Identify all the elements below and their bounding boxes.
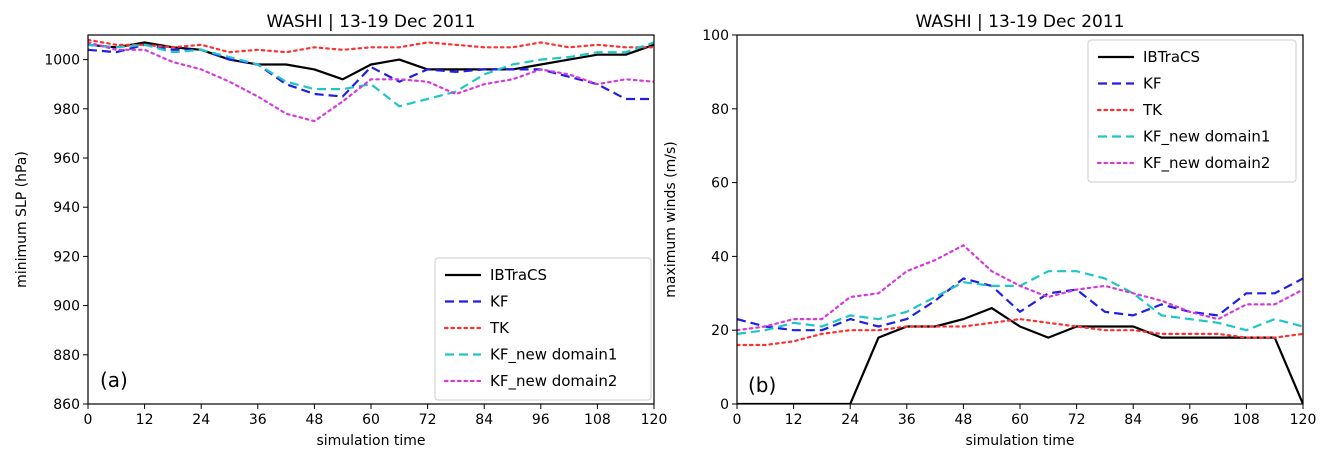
legend-item: KF_new domain1 [445,346,617,365]
y-tick-label: 80 [711,102,729,118]
series-line-tk [88,38,654,54]
y-tick-label: 980 [53,102,80,118]
chart-title: WASHI | 13-19 Dec 2011 [916,12,1125,32]
legend-item: KF_new domain2 [443,372,617,391]
x-tick-label: 24 [841,412,859,428]
y-tick-label: 960 [53,151,80,167]
y-tick-label: 100 [702,28,729,44]
y-tick-label: 900 [53,299,80,315]
x-axis-label: simulation time [965,433,1074,449]
y-tick-label: 860 [53,397,80,413]
x-tick-label: 96 [532,412,550,428]
series-line-kf-new-domain2 [88,41,654,123]
panel-label: (b) [748,373,776,397]
legend: IBTraCS KF TK KF_new domain1 KF_new domain2 [1087,39,1297,183]
x-tick-label: 36 [898,412,916,428]
x-tick-label: 24 [192,412,210,428]
legend-box [434,257,652,401]
x-tick-label: 120 [641,412,668,428]
x-tick-label: 84 [475,412,493,428]
legend-label: KF [1143,75,1161,93]
legend-label: IBTraCS [490,266,547,284]
y-tick-label: 60 [711,176,729,192]
chart-panel-2: 0 12 24 36 48 60 72 84 96 108 120 0 20 40 60 80 100 WASHI… [663,12,1316,449]
series-group [88,38,654,123]
legend-label: KF_new domain1 [490,346,617,365]
legend: IBTraCS KF TK KF_new domain1 KF_new domain2 [434,257,652,401]
y-tick-label: 40 [711,249,729,265]
legend-item: IBTraCS [445,266,547,284]
chart-panel-1: 0 12 24 36 48 60 72 84 96 108 120 860 880 900 920 940 96… [14,12,667,449]
x-tick-label: 108 [1233,412,1260,428]
x-tick-label: 60 [1011,412,1029,428]
x-tick-label: 72 [419,412,437,428]
series-line-ibtracs [737,307,1303,404]
legend-label: KF_new domain1 [1143,128,1270,147]
legend-label: IBTraCS [1143,48,1200,66]
series-line-ibtracs [88,41,654,81]
legend-item: TK [443,319,510,337]
series-line-kf-new-domain2 [737,244,1303,332]
x-tick-label: 96 [1181,412,1199,428]
legend-item: IBTraCS [1098,48,1200,66]
x-tick-label: 48 [305,412,323,428]
y-tick-label: 880 [53,348,80,364]
legend-item: TK [1096,101,1163,119]
series-line-kf-new-domain1 [88,41,654,108]
legend-label: KF_new domain2 [1143,154,1270,173]
x-tick-label: 60 [362,412,380,428]
x-axis-label: simulation time [316,433,425,449]
legend-box [1087,39,1297,183]
x-tick-label: 72 [1068,412,1086,428]
x-tick-label: 84 [1124,412,1142,428]
series-group [737,244,1303,404]
y-axis-label: maximum winds (m/s) [663,141,679,297]
y-axis-label: minimum SLP (hPa) [14,151,30,288]
x-tick-label: 36 [249,412,267,428]
x-tick-label: 120 [1290,412,1317,428]
y-tick-label: 0 [720,397,729,413]
x-tick-label: 0 [733,412,742,428]
y-tick-label: 20 [711,323,729,339]
legend-item: KF_new domain2 [1096,154,1270,173]
x-tick-label: 12 [136,412,154,428]
x-tick-label: 12 [785,412,803,428]
legend-label: TK [489,319,510,337]
x-tick-label: 48 [954,412,972,428]
series-line-kf [737,277,1303,332]
legend-item: KF [445,293,508,311]
legend-item: KF_new domain1 [1098,128,1270,147]
legend-label: KF [490,293,508,311]
series-line-tk [737,318,1303,347]
plot-frame [87,34,655,405]
y-tick-label: 920 [53,249,80,265]
plot-frame [736,34,1304,405]
y-tick-label: 1000 [44,53,80,69]
panel-label: (a) [100,368,128,392]
x-tick-label: 108 [584,412,611,428]
legend-label: KF_new domain2 [490,372,617,391]
legend-label: TK [1142,101,1163,119]
legend-item: KF [1098,75,1161,93]
y-tick-label: 940 [53,200,80,216]
chart-title: WASHI | 13-19 Dec 2011 [267,12,476,32]
x-tick-label: 0 [84,412,93,428]
